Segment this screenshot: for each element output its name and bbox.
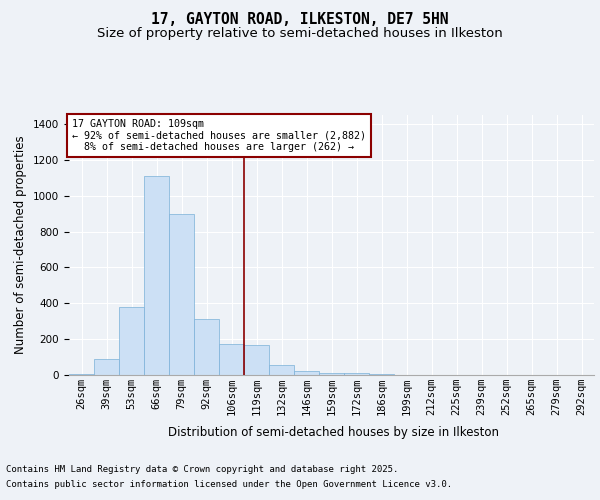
Bar — [344, 373, 369, 375]
Text: 17 GAYTON ROAD: 109sqm
← 92% of semi-detached houses are smaller (2,882)
  8% of: 17 GAYTON ROAD: 109sqm ← 92% of semi-det… — [71, 119, 365, 152]
Text: Size of property relative to semi-detached houses in Ilkeston: Size of property relative to semi-detach… — [97, 28, 503, 40]
Bar — [69, 374, 94, 375]
Bar — [219, 344, 244, 375]
Bar — [194, 320, 219, 375]
Bar — [144, 176, 169, 375]
Bar — [294, 370, 319, 375]
Bar — [269, 365, 294, 375]
Text: 17, GAYTON ROAD, ILKESTON, DE7 5HN: 17, GAYTON ROAD, ILKESTON, DE7 5HN — [151, 12, 449, 28]
Text: Contains public sector information licensed under the Open Government Licence v3: Contains public sector information licen… — [6, 480, 452, 489]
Bar — [369, 374, 394, 375]
Text: Contains HM Land Registry data © Crown copyright and database right 2025.: Contains HM Land Registry data © Crown c… — [6, 465, 398, 474]
Bar — [319, 373, 344, 375]
Bar — [119, 307, 144, 375]
Bar — [94, 359, 119, 375]
Bar — [169, 214, 194, 375]
Y-axis label: Number of semi-detached properties: Number of semi-detached properties — [14, 136, 28, 354]
Bar — [244, 344, 269, 375]
Text: Distribution of semi-detached houses by size in Ilkeston: Distribution of semi-detached houses by … — [167, 426, 499, 439]
